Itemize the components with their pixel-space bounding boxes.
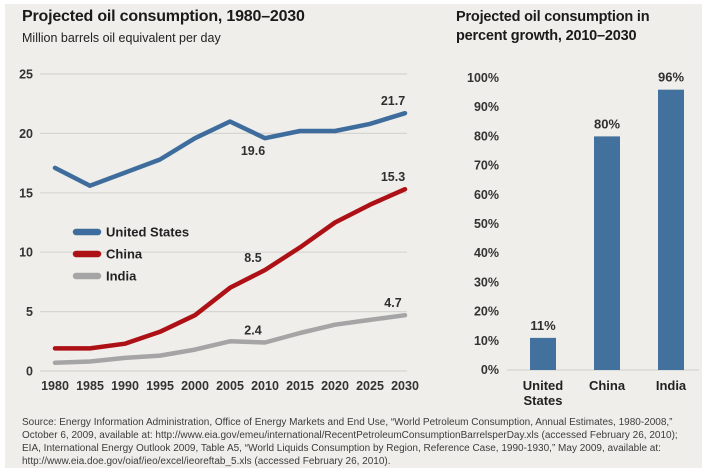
series-line-india (52, 312, 408, 365)
y-tick-label-10: 10% (474, 334, 499, 348)
y-tick-label-0: 0% (481, 363, 499, 377)
y-tick-label-20: 20 (19, 127, 33, 141)
annotation-united-states-2030: 21.7 (381, 94, 405, 108)
y-tick-label-0: 0 (26, 365, 33, 379)
bar-value-label-india: 96% (658, 70, 684, 85)
x-tick-label-2010: 2010 (251, 379, 279, 393)
x-tick-label-2000: 2000 (181, 379, 209, 393)
annotation-india-2010: 2.4 (244, 323, 261, 337)
bar-china (594, 136, 620, 370)
y-tick-label-5: 5 (26, 305, 33, 319)
bar-chart-title: Projected oil consumption in percent gro… (456, 9, 650, 44)
bar-value-label-china: 80% (594, 116, 620, 131)
y-tick-label-90: 90% (474, 100, 499, 114)
y-tick-label-100: 100% (467, 71, 499, 85)
x-tick-label-2025: 2025 (356, 379, 384, 393)
y-tick-label-10: 10 (19, 246, 33, 260)
source-note: Source: Energy Information Administratio… (22, 417, 678, 467)
x-tick-label-2030: 2030 (391, 379, 419, 393)
y-tick-label-80: 80% (474, 129, 499, 143)
y-tick-label-50: 50% (474, 217, 499, 231)
x-tick-label-2020: 2020 (321, 379, 349, 393)
line-chart-title: Projected oil consumption, 1980–2030 (22, 8, 305, 25)
bar-value-label-united-states: 11% (530, 318, 556, 333)
x-tick-label-1990: 1990 (111, 379, 139, 393)
x-tick-label-1995: 1995 (146, 379, 174, 393)
x-tick-label-1985: 1985 (76, 379, 104, 393)
y-tick-label-70: 70% (474, 159, 499, 173)
annotation-united-states-2010: 19.6 (241, 144, 265, 158)
x-tick-label-2015: 2015 (286, 379, 314, 393)
annotation-china-2010: 8.5 (244, 251, 261, 265)
annotation-china-2030: 15.3 (381, 170, 405, 184)
legend-label-china: China (106, 247, 143, 262)
y-tick-label-30: 30% (474, 275, 499, 289)
line-chart-subtitle: Million barrels oil equivalent per day (22, 31, 221, 45)
background-panel (5, 4, 702, 468)
bar-category-label-china: China (589, 378, 626, 393)
series-line-china (52, 186, 408, 351)
x-tick-label-1980: 1980 (41, 379, 69, 393)
legend-label-united-states: United States (106, 225, 189, 240)
series-line-united-states (52, 110, 408, 188)
bar-united-states (530, 337, 556, 370)
y-tick-label-15: 15 (19, 186, 33, 200)
y-tick-label-20: 20% (474, 305, 499, 319)
bar-india (658, 89, 684, 371)
y-tick-label-60: 60% (474, 188, 499, 202)
legend-label-india: India (106, 269, 137, 284)
bar-category-label-india: India (656, 378, 687, 393)
y-tick-label-40: 40% (474, 246, 499, 260)
bar-category-label-united-states: United States (523, 378, 564, 405)
x-tick-label-2005: 2005 (216, 379, 244, 393)
bar-chart: 0% 10% 20% 30% 40% 50% 60% 70% 80% 90% 100% 11% Unit… (467, 70, 699, 405)
y-tick-label-25: 25 (19, 68, 33, 82)
annotation-india-2030: 4.7 (384, 296, 401, 310)
